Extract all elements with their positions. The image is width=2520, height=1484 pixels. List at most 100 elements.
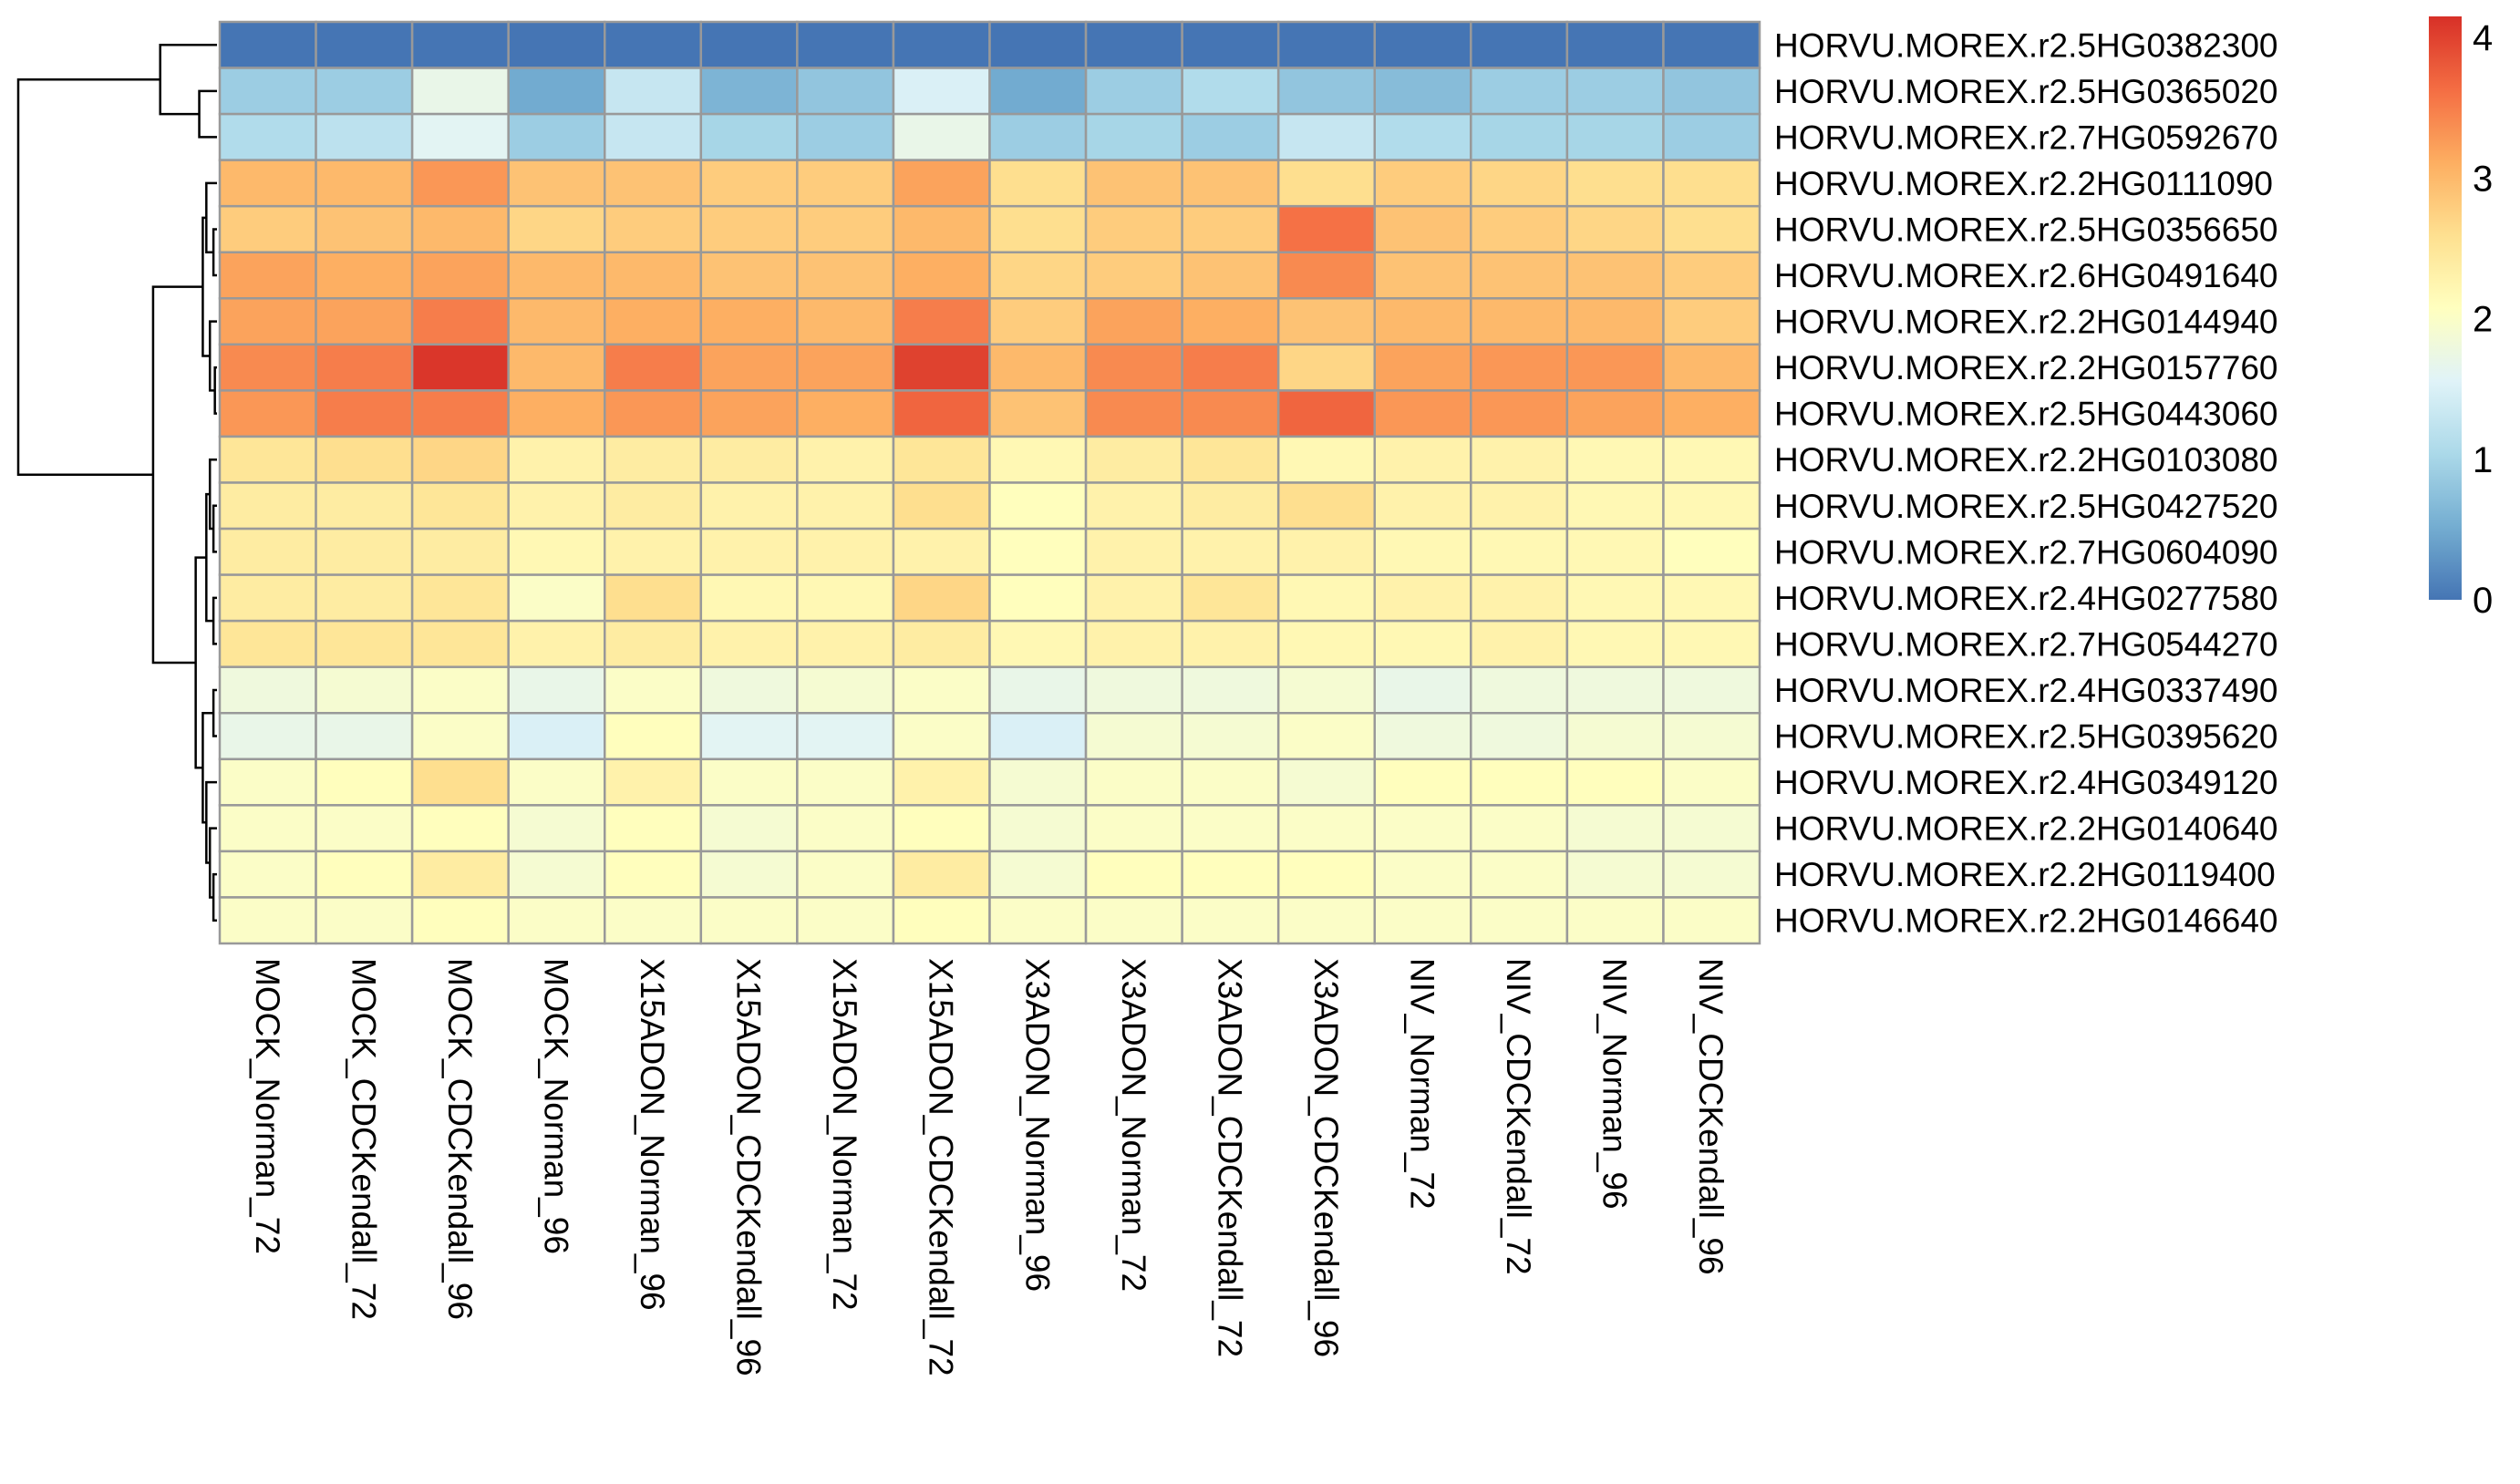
heatmap-cell [1470, 804, 1569, 853]
heatmap-cell [892, 850, 991, 899]
heatmap-cell [410, 665, 510, 715]
heatmap-cell [1662, 389, 1761, 438]
heatmap-cell [1084, 619, 1183, 668]
heatmap-cell [892, 20, 991, 69]
column-label: NIV_CDCKendall_96 [1692, 958, 1730, 1275]
heatmap-cell [410, 297, 510, 346]
column-label: NIV_Norman_72 [1404, 958, 1441, 1210]
heatmap-cell [1373, 850, 1472, 899]
heatmap-cell [699, 757, 799, 807]
heatmap-cell [1373, 619, 1472, 668]
heatmap-cell [410, 20, 510, 69]
column-label: X3ADON_Norman_72 [1115, 958, 1152, 1292]
heatmap-cell [988, 619, 1088, 668]
heatmap-cell [699, 297, 799, 346]
heatmap-cell [1084, 896, 1183, 945]
heatmap-cell [988, 665, 1088, 715]
heatmap-cell [1565, 67, 1665, 116]
dendrogram-branch [205, 780, 217, 864]
color-legend: 0 1 2 3 4 [2429, 16, 2493, 621]
heatmap-cell [988, 389, 1088, 438]
heatmap-cell [1565, 804, 1665, 853]
heatmap-cell [892, 343, 991, 392]
heatmap-cell [1276, 896, 1376, 945]
heatmap-cell [1565, 573, 1665, 623]
row-label: HORVU.MOREX.r2.5HG0365020 [1774, 73, 2278, 110]
heatmap-cell [892, 896, 991, 945]
row-label: HORVU.MOREX.r2.5HG0382300 [1774, 26, 2278, 64]
heatmap-cell [892, 619, 991, 668]
row-label: HORVU.MOREX.r2.2HG0144940 [1774, 304, 2278, 341]
heatmap-cell [988, 804, 1088, 853]
column-label: MOCK_Norman_96 [537, 958, 574, 1254]
heatmap-cell [410, 850, 510, 899]
heatmap-cell [796, 343, 895, 392]
heatmap-cell [1373, 343, 1472, 392]
heatmap-cell [507, 389, 606, 438]
heatmap-cell [1181, 481, 1280, 531]
heatmap-cell [1662, 804, 1761, 853]
heatmap-cell [1373, 20, 1472, 69]
heatmap-cell [1181, 20, 1280, 69]
heatmap-cell [1084, 67, 1183, 116]
colorbar-tick-label: 3 [2473, 159, 2493, 199]
dendrogram-branch [212, 228, 217, 277]
heatmap-cell [1470, 20, 1569, 69]
heatmap-cell [1565, 20, 1665, 69]
heatmap-cell [1662, 896, 1761, 945]
heatmap-cell [507, 527, 606, 576]
column-label: MOCK_CDCKendall_72 [345, 958, 382, 1320]
heatmap-cell [1276, 619, 1376, 668]
heatmap-cell [1470, 159, 1569, 208]
heatmap-cell [988, 343, 1088, 392]
heatmap-cell [699, 159, 799, 208]
heatmap-cell [699, 435, 799, 484]
heatmap-cell [315, 389, 414, 438]
heatmap-cell [892, 573, 991, 623]
heatmap-cell [218, 757, 317, 807]
row-label: HORVU.MOREX.r2.5HG0395620 [1774, 718, 2278, 756]
heatmap-cell [315, 481, 414, 531]
dendrogram-branch [212, 872, 217, 922]
heatmap-cell [1084, 343, 1183, 392]
dendrogram-branch [194, 556, 207, 769]
heatmap-cell [315, 665, 414, 715]
column-label: MOCK_Norman_72 [249, 958, 286, 1254]
heatmap-cell [796, 804, 895, 853]
heatmap-cell [1181, 527, 1280, 576]
heatmap-cell [1662, 112, 1761, 161]
row-label: HORVU.MOREX.r2.4HG0277580 [1774, 580, 2278, 617]
heatmap-cell [1181, 850, 1280, 899]
row-label: HORVU.MOREX.r2.7HG0544270 [1774, 625, 2278, 663]
heatmap-cell [1276, 804, 1376, 853]
heatmap-cell [1373, 712, 1472, 761]
heatmap-cell [699, 343, 799, 392]
heatmap-cell [315, 112, 414, 161]
heatmap-cell [507, 251, 606, 300]
heatmap-cell [507, 712, 606, 761]
heatmap-cell [604, 251, 703, 300]
dendrogram-branch [212, 596, 217, 645]
heatmap-cell [1181, 573, 1280, 623]
heatmap-cell [1276, 435, 1376, 484]
row-label: HORVU.MOREX.r2.4HG0349120 [1774, 764, 2278, 801]
heatmap-cell [218, 435, 317, 484]
heatmap-cell [315, 297, 414, 346]
heatmap-cell [218, 804, 317, 853]
heatmap-cell [1565, 850, 1665, 899]
heatmap-cell [892, 251, 991, 300]
heatmap-cell [1373, 435, 1472, 484]
heatmap-cell [988, 573, 1088, 623]
heatmap-cell [604, 850, 703, 899]
heatmap-cell [1181, 757, 1280, 807]
heatmap-cell [1276, 159, 1376, 208]
heatmap-cell [604, 481, 703, 531]
heatmap-cell [410, 712, 510, 761]
column-label: X15ADON_Norman_96 [634, 958, 671, 1311]
heatmap-cell [218, 112, 317, 161]
heatmap-cell [796, 896, 895, 945]
row-label: HORVU.MOREX.r2.7HG0604090 [1774, 533, 2278, 571]
heatmap-cell [699, 850, 799, 899]
dendrogram-branch [201, 712, 214, 824]
